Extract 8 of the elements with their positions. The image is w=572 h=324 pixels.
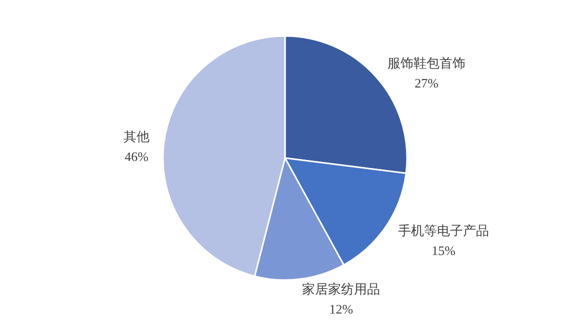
data-label: 46% (124, 148, 149, 164)
data-label: 27% (414, 76, 439, 91)
slice-label: 家居家纺用品 (302, 282, 380, 297)
slice-label: 手机等电子产品 (398, 222, 490, 238)
data-label: 15% (432, 242, 456, 258)
data-label: 12% (329, 302, 354, 317)
slice-label: 其他 (124, 128, 150, 144)
slice-label: 服饰鞋包首饰 (387, 56, 466, 71)
